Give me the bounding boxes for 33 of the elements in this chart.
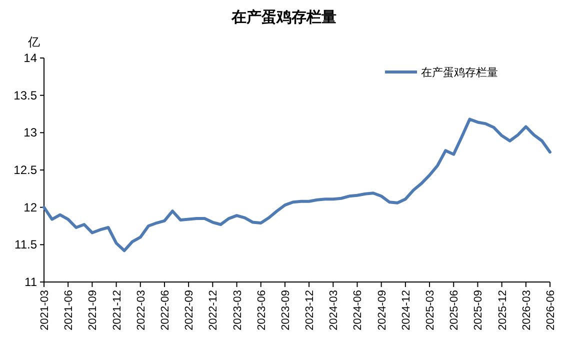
x-tick-label: 2021-09 [87, 290, 100, 330]
y-axis-title: 亿 [27, 35, 40, 49]
x-tick-label: 2026-06 [545, 290, 557, 330]
y-tick-label: 12 [24, 200, 38, 214]
x-tick-label: 2023-06 [256, 290, 268, 330]
x-tick-label: 2025-06 [448, 290, 461, 330]
line-series [42, 118, 552, 252]
y-tick-label: 14 [24, 51, 38, 65]
x-tick-label: 2021-06 [63, 290, 76, 330]
x-tick-label: 2022-03 [135, 290, 148, 330]
x-tick-label: 2023-09 [280, 290, 292, 330]
x-tick-label: 2021-12 [111, 290, 124, 330]
x-tick-label: 2024-12 [400, 290, 412, 330]
x-tick-label: 2022-06 [159, 290, 172, 330]
legend-label: 在产蛋鸡存栏量 [421, 66, 498, 79]
x-tick-label: 2023-03 [232, 290, 244, 330]
x-tick-label: 2025-12 [496, 290, 509, 330]
x-tick-label: 2024-03 [328, 290, 340, 330]
x-tick-label: 2024-09 [376, 290, 388, 330]
x-tick-label: 2021-03 [39, 290, 51, 330]
x-tick-label: 2025-09 [472, 290, 485, 330]
x-tick-label: 2025-03 [424, 290, 437, 330]
chart-title: 在产蛋鸡存栏量 [230, 9, 336, 26]
x-tick-label: 2023-12 [304, 290, 316, 330]
y-tick-label: 13 [24, 126, 38, 140]
x-tick-label: 2022-12 [208, 290, 220, 330]
x-tick-label: 2024-06 [352, 290, 364, 330]
x-tick-label: 2026-03 [520, 290, 533, 330]
x-tick-label: 2022-09 [184, 290, 196, 330]
y-tick-label: 13.5 [14, 88, 38, 102]
y-tick-label: 11.5 [14, 238, 38, 252]
y-tick-label: 12.5 [14, 163, 38, 177]
y-tick-label: 11 [24, 275, 38, 289]
